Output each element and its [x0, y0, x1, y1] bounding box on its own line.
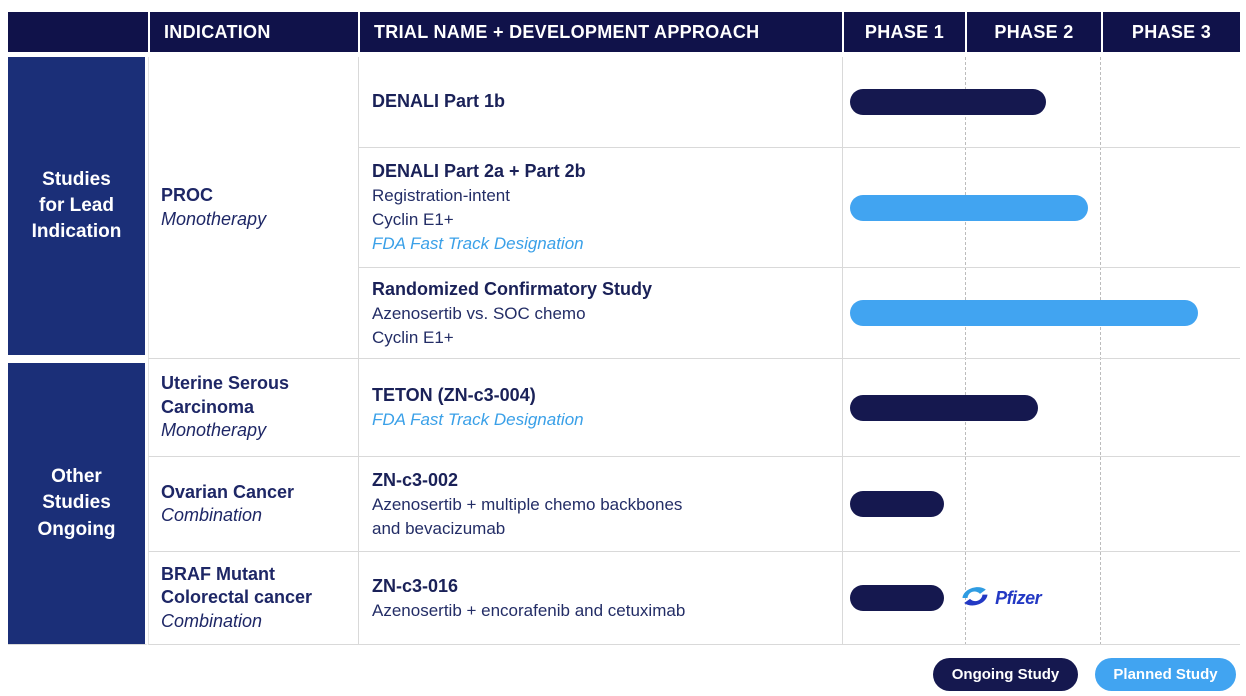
phase-cell-randomized-confirmatory — [842, 267, 1240, 358]
phase-cell-teton — [842, 358, 1240, 456]
trial-subline: Cyclin E1+ — [372, 327, 454, 347]
indication-cell-braf-crc: BRAF Mutant Colorectal cancer Combinatio… — [148, 551, 358, 645]
indication-name: PROC — [161, 185, 214, 206]
trial-cell-zn-c3-016: ZN-c3-016 Azenosertib + encorafenib and … — [358, 551, 842, 645]
trial-subline: Registration-intent — [372, 186, 510, 206]
legend-planned-label: Planned Study — [1113, 666, 1218, 683]
header-cell-group — [8, 12, 148, 52]
phase2-phase3-divider-line — [1100, 57, 1101, 645]
indication-name: Uterine Serous Carcinoma — [161, 373, 290, 417]
trial-subline: Azenosertib vs. SOC chemo — [372, 303, 586, 323]
study-bar-denali-2a-2b — [850, 194, 1088, 221]
phase1-phase2-divider-line — [965, 57, 966, 645]
header-cell-phase-2: PHASE 2 — [965, 12, 1101, 52]
indication-approach: Monotherapy — [161, 208, 267, 229]
phase-cell-zn-c3-016: Pfizer — [842, 551, 1240, 645]
legend-ongoing-label: Ongoing Study — [951, 666, 1060, 683]
table-header-row: INDICATION TRIAL NAME + DEVELOPMENT APPR… — [8, 12, 1240, 52]
indication-approach: Combination — [161, 610, 263, 631]
fda-fast-track-label: FDA Fast Track Designation — [372, 233, 584, 253]
study-bar-randomized-confirmatory — [850, 300, 1198, 326]
section-label-lead-indication: Studies for Lead Indication — [8, 57, 148, 358]
indication-cell-ovarian: Ovarian Cancer Combination — [148, 456, 358, 551]
trial-cell-denali-2a-2b: DENALI Part 2a + Part 2b Registration-in… — [358, 147, 842, 267]
study-bar-zn-c3-002 — [850, 491, 944, 517]
trial-subline: Cyclin E1+ — [372, 210, 454, 230]
phase-cell-denali-1b — [842, 57, 1240, 147]
trial-subline: Azenosertib + encorafenib and cetuximab — [372, 600, 686, 620]
study-bar-denali-1b — [850, 89, 1047, 115]
section-other-studies: Other Studies Ongoing Uterine Serous Car… — [8, 358, 1240, 645]
trial-cell-zn-c3-002: ZN-c3-002 Azenosertib + multiple chemo b… — [358, 456, 842, 551]
trial-title: DENALI Part 1b — [372, 91, 506, 112]
study-bar-teton — [850, 394, 1038, 421]
header-cell-trial-name: TRIAL NAME + DEVELOPMENT APPROACH — [358, 12, 842, 52]
trial-title: ZN-c3-016 — [372, 575, 459, 596]
indication-name: Ovarian Cancer — [161, 481, 295, 502]
trial-title: TETON (ZN-c3-004) — [372, 385, 536, 405]
phase-cell-zn-c3-002 — [842, 456, 1240, 551]
trial-title: DENALI Part 2a + Part 2b — [372, 161, 586, 182]
study-bar-zn-c3-016 — [850, 585, 944, 611]
indication-cell-proc: PROC Monotherapy — [148, 57, 358, 358]
trial-title: ZN-c3-002 — [372, 469, 459, 490]
trial-subline: Azenosertib + multiple chemo backbones a… — [372, 494, 683, 538]
indication-approach: Monotherapy — [161, 420, 267, 441]
indication-name: BRAF Mutant Colorectal cancer — [161, 563, 313, 608]
trial-cell-denali-1b: DENALI Part 1b — [358, 57, 842, 147]
section-lead-indication: Studies for Lead Indication PROC Monothe… — [8, 57, 1240, 358]
trial-title: Randomized Confirmatory Study — [372, 278, 653, 299]
phase-cell-denali-2a-2b — [842, 147, 1240, 267]
fda-fast-track-label: FDA Fast Track Designation — [372, 410, 584, 430]
pfizer-logo-icon — [962, 587, 988, 606]
pfizer-wordmark: Pfizer — [995, 587, 1042, 608]
legend-ongoing-study-pill: Ongoing Study — [933, 658, 1078, 691]
header-cell-indication: INDICATION — [148, 12, 358, 52]
pfizer-logo: Pfizer — [958, 583, 1042, 613]
indication-approach: Combination — [161, 505, 263, 525]
indication-cell-uterine-serous: Uterine Serous Carcinoma Monotherapy — [148, 358, 358, 456]
trial-cell-randomized-confirmatory: Randomized Confirmatory Study Azenoserti… — [358, 267, 842, 358]
trial-cell-teton: TETON (ZN-c3-004) FDA Fast Track Designa… — [358, 358, 842, 456]
section-label-other-studies: Other Studies Ongoing — [8, 358, 148, 645]
legend-planned-study-pill: Planned Study — [1095, 658, 1236, 691]
header-cell-phase-3: PHASE 3 — [1101, 12, 1240, 52]
header-cell-phase-1: PHASE 1 — [842, 12, 965, 52]
